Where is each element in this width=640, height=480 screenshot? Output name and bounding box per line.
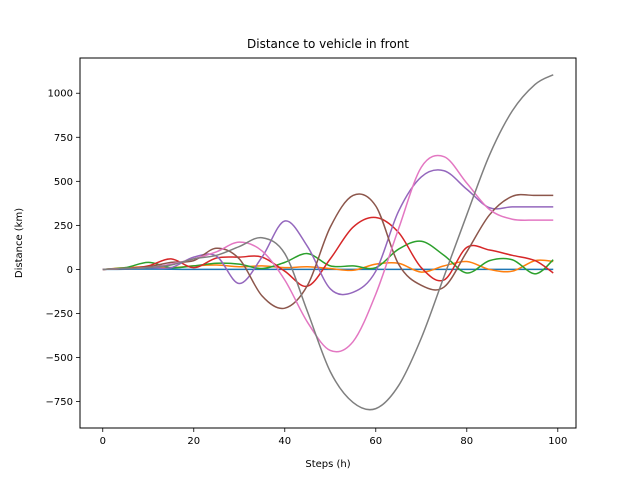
chart-title: Distance to vehicle in front [247,37,409,51]
plot-frame [79,57,577,429]
y-tick-label: 0 [67,265,73,276]
x-tick-label: 0 [100,436,106,447]
series-line-8 [102,74,554,411]
y-tick-label: −500 [46,353,73,364]
y-tick-label: −250 [46,309,73,320]
y-tick-label: 500 [54,177,73,188]
x-tick-label: 20 [187,436,200,447]
y-tick-label: 750 [54,133,73,144]
x-axis: 0 20 40 60 80 100 [100,428,567,447]
series-line-4 [102,216,554,288]
plot-lines [102,74,554,411]
y-tick-label: 250 [54,221,73,232]
series-line-6 [102,193,554,310]
x-tick-label: 60 [369,436,382,447]
series-line-3 [102,240,554,275]
x-axis-label: Steps (h) [305,459,350,470]
x-tick-label: 40 [278,436,291,447]
y-tick-label: 1000 [48,89,73,100]
x-tick-label: 80 [460,436,473,447]
series-line-7 [102,154,554,353]
y-axis-label: Distance (km) [14,208,25,278]
x-tick-label: 100 [548,436,567,447]
y-axis: −750 −500 −250 0 250 500 750 1000 [46,89,80,408]
y-tick-label: −750 [46,397,73,408]
